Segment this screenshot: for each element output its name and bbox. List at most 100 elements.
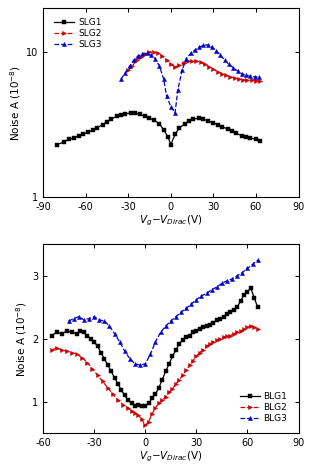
SLG3 <box>240 71 244 76</box>
BLG1 <box>256 304 259 310</box>
BLG3 <box>133 361 137 367</box>
SLG1 <box>87 129 90 135</box>
SLG1 <box>234 130 238 136</box>
BLG3 <box>246 265 249 271</box>
SLG1 <box>91 127 95 133</box>
BLG3 <box>148 352 152 357</box>
SLG1 <box>187 118 191 124</box>
SLG3 <box>128 63 131 69</box>
SLG3 <box>218 52 222 58</box>
BLG1 <box>50 333 54 338</box>
SLG3 <box>132 57 136 63</box>
SLG1 <box>148 115 151 121</box>
SLG1 <box>166 134 170 140</box>
SLG2 <box>254 78 258 84</box>
SLG2 <box>152 49 156 55</box>
SLG2 <box>173 64 177 70</box>
BLG3 <box>251 261 254 267</box>
BLG3 <box>205 291 208 296</box>
BLG2 <box>96 372 100 378</box>
SLG3 <box>236 68 239 74</box>
SLG3 <box>231 65 235 70</box>
BLG3 <box>123 348 127 354</box>
SLG2 <box>169 62 173 67</box>
BLG3 <box>102 318 106 324</box>
SLG1 <box>197 115 201 121</box>
BLG1 <box>249 286 253 291</box>
SLG1 <box>249 135 252 141</box>
BLG3 <box>67 318 70 324</box>
SLG1 <box>220 124 224 130</box>
SLG3 <box>257 75 261 80</box>
BLG2 <box>143 422 147 428</box>
SLG1 <box>258 138 262 143</box>
SLG1 <box>55 142 59 147</box>
SLG1 <box>157 121 161 126</box>
SLG3 <box>197 44 201 50</box>
SLG1 <box>123 111 127 117</box>
SLG2 <box>139 54 143 59</box>
BLG3 <box>225 278 229 284</box>
BLG1 <box>79 329 82 334</box>
SLG2 <box>165 57 168 63</box>
BLG3 <box>92 314 96 320</box>
SLG2 <box>203 62 207 67</box>
BLG2 <box>201 347 205 353</box>
BLG3 <box>210 287 213 293</box>
SLG2 <box>156 51 160 56</box>
BLG2 <box>50 347 54 353</box>
SLG1 <box>192 116 195 122</box>
BLG2 <box>187 362 191 368</box>
SLG3 <box>145 51 149 56</box>
BLG3 <box>77 314 81 320</box>
SLG1 <box>109 116 113 122</box>
SLG1 <box>77 133 80 138</box>
Line: BLG2: BLG2 <box>49 324 260 428</box>
BLG3 <box>118 339 121 345</box>
SLG3 <box>136 53 140 59</box>
BLG2 <box>256 327 259 332</box>
SLG3 <box>141 51 144 57</box>
SLG2 <box>241 77 245 83</box>
BLG3 <box>72 316 75 321</box>
SLG3 <box>173 110 177 116</box>
SLG3 <box>227 62 231 67</box>
SLG1 <box>169 142 173 147</box>
Legend: SLG1, SLG2, SLG3: SLG1, SLG2, SLG3 <box>53 17 103 51</box>
SLG1 <box>240 133 244 138</box>
BLG3 <box>240 270 244 276</box>
SLG2 <box>135 57 139 63</box>
BLG2 <box>147 419 151 424</box>
BLG3 <box>256 257 259 263</box>
BLG3 <box>169 318 173 324</box>
BLG3 <box>113 331 116 337</box>
BLG3 <box>97 317 101 323</box>
SLG1 <box>244 134 248 140</box>
SLG3 <box>153 56 157 61</box>
SLG2 <box>246 77 249 83</box>
BLG1 <box>133 403 137 409</box>
Line: BLG1: BLG1 <box>50 287 259 408</box>
SLG3 <box>202 42 205 48</box>
SLG3 <box>210 44 214 50</box>
SLG1 <box>72 135 76 141</box>
BLG1 <box>109 369 113 374</box>
SLG2 <box>220 71 224 76</box>
SLG1 <box>202 116 205 122</box>
BLG3 <box>159 329 162 335</box>
BLG3 <box>230 276 234 282</box>
BLG1 <box>60 331 64 337</box>
BLG3 <box>138 362 142 368</box>
SLG2 <box>131 63 134 69</box>
BLG3 <box>215 284 219 290</box>
SLG2 <box>177 62 181 68</box>
SLG2 <box>224 73 228 78</box>
SLG2 <box>160 53 164 59</box>
SLG1 <box>177 125 181 131</box>
SLG2 <box>186 59 190 64</box>
SLG2 <box>250 77 254 83</box>
SLG1 <box>206 118 210 124</box>
SLG3 <box>206 42 210 48</box>
SLG3 <box>180 67 184 73</box>
BLG2 <box>249 323 253 329</box>
